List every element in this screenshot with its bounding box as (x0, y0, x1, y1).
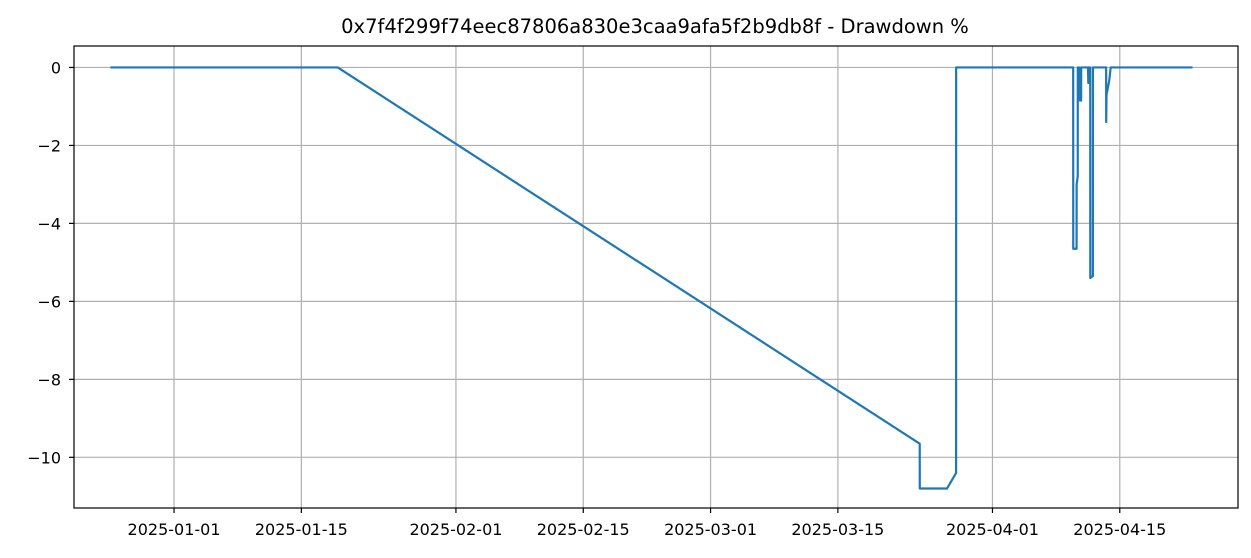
x-tick-label: 2025-03-01 (664, 520, 757, 539)
x-tick-label: 2025-02-15 (537, 520, 630, 539)
grid-lines (74, 46, 1238, 508)
x-tick-label: 2025-02-01 (409, 520, 502, 539)
y-tick-label: −2 (37, 136, 61, 155)
y-tick-label: −10 (27, 448, 61, 467)
drawdown-series-line (110, 66, 1193, 490)
x-tick-label: 2025-04-15 (1073, 520, 1166, 539)
plot-frame (73, 45, 1239, 509)
series-layer (110, 66, 1193, 490)
axis-ticks (69, 66, 1121, 513)
x-tick-label: 2025-03-15 (791, 520, 884, 539)
x-tick-label: 2025-04-01 (946, 520, 1039, 539)
y-tick-label: −6 (37, 292, 61, 311)
chart-title: 0x7f4f299f74eec87806a830e3caa9afa5f2b9db… (341, 15, 969, 38)
y-tick-label: −4 (37, 214, 61, 233)
x-tick-label: 2025-01-01 (128, 520, 221, 539)
y-tick-label: −8 (37, 370, 61, 389)
x-tick-label: 2025-01-15 (255, 520, 348, 539)
y-tick-label: 0 (51, 58, 61, 77)
tick-labels: 2025-01-01 2025-01-15 2025-02-01 2025-02-15… (27, 58, 1166, 539)
